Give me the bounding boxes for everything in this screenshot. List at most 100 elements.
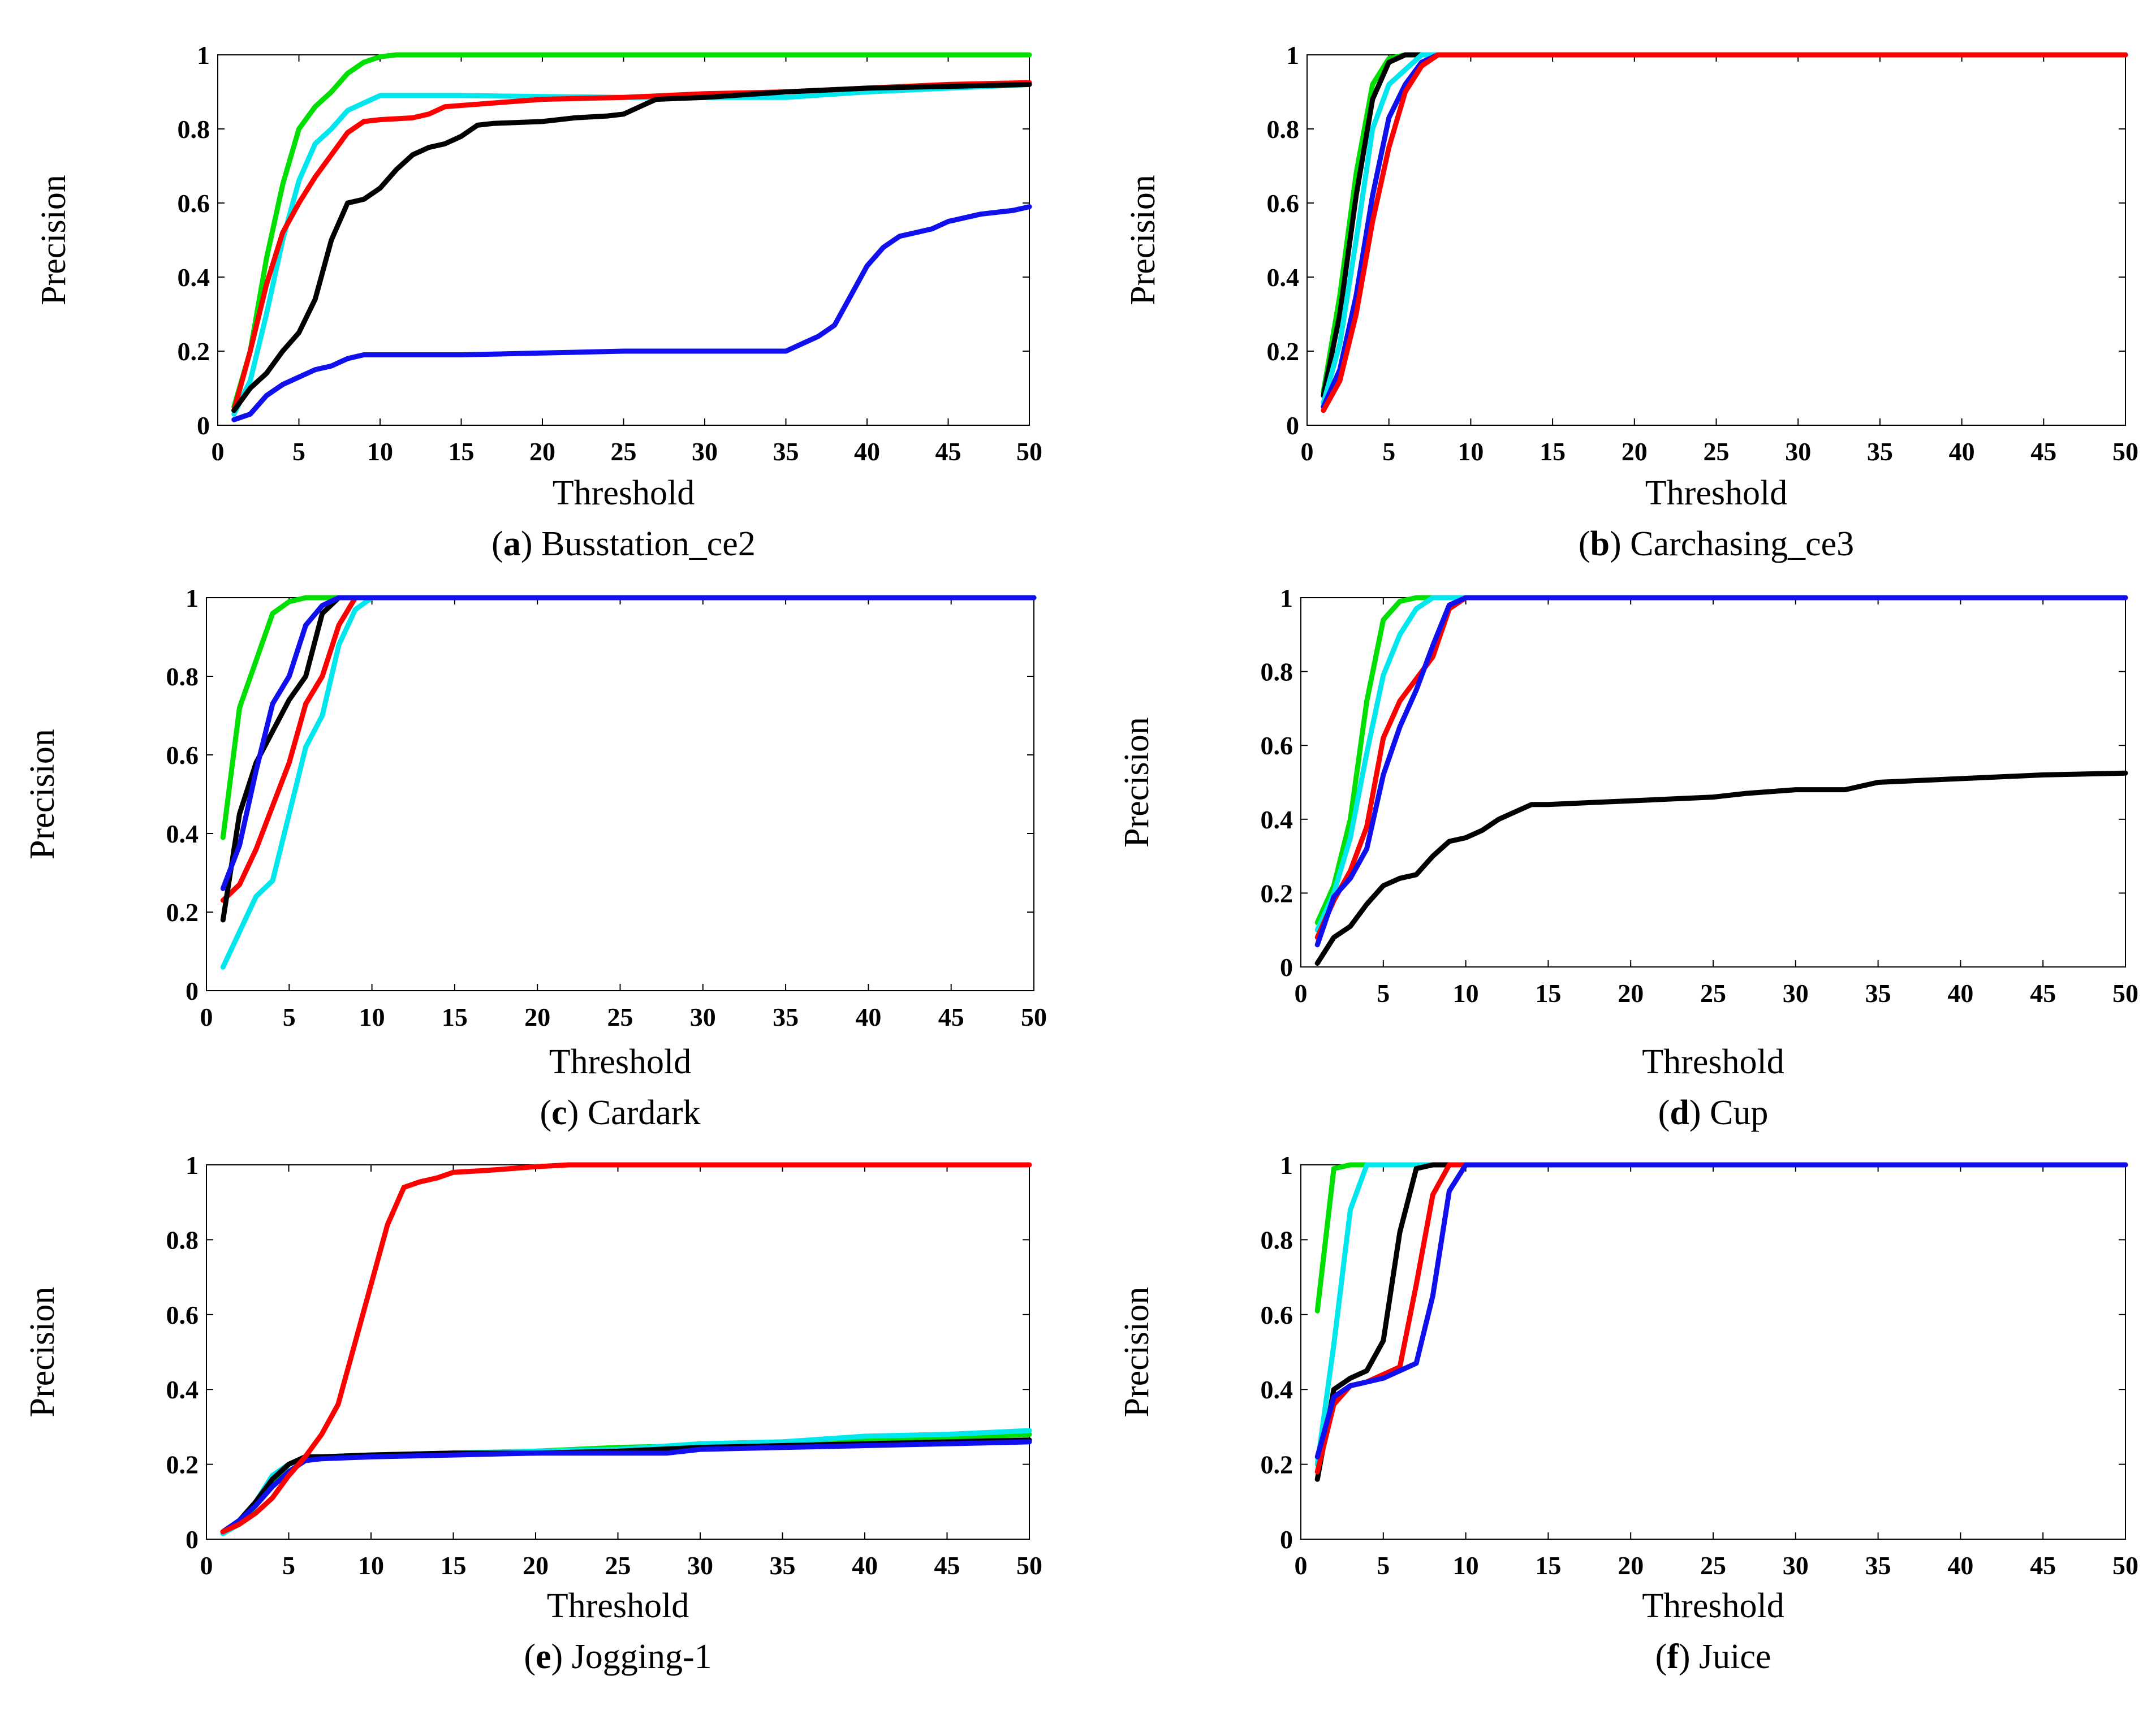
- x-tick-label: 15: [1540, 437, 1566, 466]
- y-tick-label: 1: [1286, 41, 1299, 70]
- caption-paren-close: ): [567, 1094, 588, 1132]
- series-line-blue: [1314, 1162, 2128, 1459]
- y-tick-label: 0.4: [1267, 263, 1300, 292]
- caption-paren-close: ): [551, 1638, 572, 1676]
- y-axis-title: Precision: [35, 175, 73, 305]
- caption-title: Cardark: [588, 1094, 701, 1132]
- caption-paren-close: ): [1610, 525, 1630, 563]
- y-tick-label: 0.2: [178, 337, 210, 366]
- x-tick-label: 0: [1295, 979, 1308, 1008]
- x-tick-label: 35: [1865, 979, 1891, 1008]
- caption-letter: e: [536, 1638, 551, 1676]
- series-line-blue: [1314, 595, 2128, 948]
- x-tick-label: 20: [529, 437, 555, 466]
- x-tick-label: 30: [1783, 979, 1809, 1008]
- x-tick-label: 40: [854, 437, 880, 466]
- plot-frame: [1300, 1164, 2126, 1540]
- y-tick-label: 0.4: [1261, 1375, 1293, 1404]
- x-tick-label: 30: [1785, 437, 1811, 466]
- series-line-cyan: [1314, 1162, 2128, 1467]
- series-line-black: [1321, 52, 2128, 399]
- x-tick-label: 0: [1301, 437, 1314, 466]
- series-line-red: [231, 80, 1032, 413]
- y-tick-label: 0.4: [1261, 805, 1293, 834]
- x-axis-title: Threshold: [553, 474, 695, 512]
- series-line-red: [1314, 1162, 2128, 1475]
- chart-panel-f: 0 5 10 15 20 25 30 35 40 45 50 0 0.2 0.4 0.6 0.8 1 Thresh…: [1118, 1151, 2138, 1676]
- x-tick-label: 10: [1453, 1551, 1479, 1580]
- caption-letter: a: [503, 525, 521, 563]
- x-tick-label: 0: [200, 1003, 213, 1031]
- y-tick-label: 0: [186, 977, 199, 1005]
- x-tick-label: 25: [1704, 437, 1730, 466]
- series-line-green: [1314, 595, 2128, 926]
- y-tick-label: 0.6: [166, 1301, 199, 1329]
- plot-frame: [1300, 597, 2126, 968]
- y-tick-label: 1: [1280, 1151, 1293, 1180]
- y-tick-label: 0.8: [1261, 1225, 1293, 1254]
- panel-caption: (c) Cardark: [540, 1094, 700, 1132]
- chart-panel-b: 0 5 10 15 20 25 30 35 40 45 50 0 0.2 0.4 0.6 0.8 1 Thresh…: [1124, 41, 2138, 563]
- x-tick-label: 0: [200, 1551, 213, 1580]
- x-tick-label: 40: [855, 1003, 881, 1031]
- x-tick-label: 5: [1377, 1551, 1390, 1580]
- y-tick-label: 0: [186, 1525, 199, 1554]
- series-line-red: [1321, 52, 2128, 413]
- y-tick-label: 1: [1280, 584, 1293, 612]
- y-tick-label: 0.4: [178, 263, 210, 292]
- series-line-green: [1321, 52, 2128, 395]
- x-tick-label: 45: [938, 1003, 964, 1031]
- series-line-cyan: [1314, 595, 2128, 933]
- series-line-black: [1314, 1162, 2128, 1482]
- x-tick-label: 35: [1865, 1551, 1891, 1580]
- y-tick-label: 0.2: [1267, 337, 1300, 366]
- x-tick-label: 15: [1535, 979, 1561, 1008]
- x-tick-label: 50: [1016, 1551, 1042, 1580]
- caption-title: Jogging-1: [572, 1638, 712, 1676]
- x-tick-label: 50: [1016, 437, 1042, 466]
- x-tick-label: 15: [442, 1003, 468, 1031]
- series-line-red: [220, 1162, 1032, 1535]
- series-line-black: [220, 595, 1037, 923]
- series-line-green: [220, 595, 1037, 840]
- plot-frame: [217, 54, 1030, 426]
- y-tick-label: 0.8: [1267, 115, 1300, 144]
- series-line-green: [231, 52, 1032, 409]
- y-tick-label: 0.6: [166, 741, 199, 770]
- x-tick-label: 40: [852, 1551, 878, 1580]
- caption-title: Busstation_ce2: [541, 525, 756, 563]
- x-tick-label: 10: [367, 437, 393, 466]
- chart-panel-a: 0 5 10 15 20 25 30 35 40 45 50 0 0.2 0.4 0.6 0.8 1 Thresh…: [35, 41, 1042, 563]
- x-tick-label: 0: [1295, 1551, 1308, 1580]
- x-axis-title: Threshold: [549, 1043, 691, 1081]
- x-tick-label: 35: [773, 1003, 799, 1031]
- caption-letter: f: [1667, 1638, 1679, 1676]
- x-tick-label: 45: [2030, 1551, 2056, 1580]
- y-axis-title: Precision: [1124, 175, 1162, 305]
- y-tick-label: 0.6: [178, 189, 210, 218]
- x-tick-label: 20: [1618, 979, 1644, 1008]
- y-tick-label: 1: [197, 41, 210, 70]
- x-tick-label: 25: [1700, 1551, 1726, 1580]
- x-tick-label: 5: [292, 437, 305, 466]
- caption-paren-close: ): [1679, 1638, 1699, 1676]
- x-axis-title: Threshold: [1642, 1043, 1784, 1081]
- y-tick-label: 0.2: [166, 898, 199, 927]
- series-line-cyan: [231, 81, 1032, 417]
- y-axis-title: Precision: [1118, 717, 1156, 848]
- series-line-blue: [220, 1439, 1032, 1535]
- series-line-black: [231, 81, 1032, 413]
- y-tick-label: 0.4: [166, 819, 199, 848]
- plot-frame: [206, 1164, 1030, 1540]
- x-tick-label: 25: [1700, 979, 1726, 1008]
- panel-caption: (b) Carchasing_ce3: [1579, 525, 1854, 563]
- y-tick-label: 0.4: [166, 1375, 199, 1404]
- x-tick-label: 40: [1947, 1551, 1973, 1580]
- x-tick-label: 30: [687, 1551, 713, 1580]
- x-tick-label: 10: [1458, 437, 1484, 466]
- y-tick-label: 0.6: [1267, 189, 1300, 218]
- panel-caption: (e) Jogging-1: [524, 1638, 712, 1676]
- caption-title: Juice: [1699, 1638, 1771, 1676]
- caption-letter: b: [1590, 525, 1610, 563]
- x-tick-label: 40: [1949, 437, 1975, 466]
